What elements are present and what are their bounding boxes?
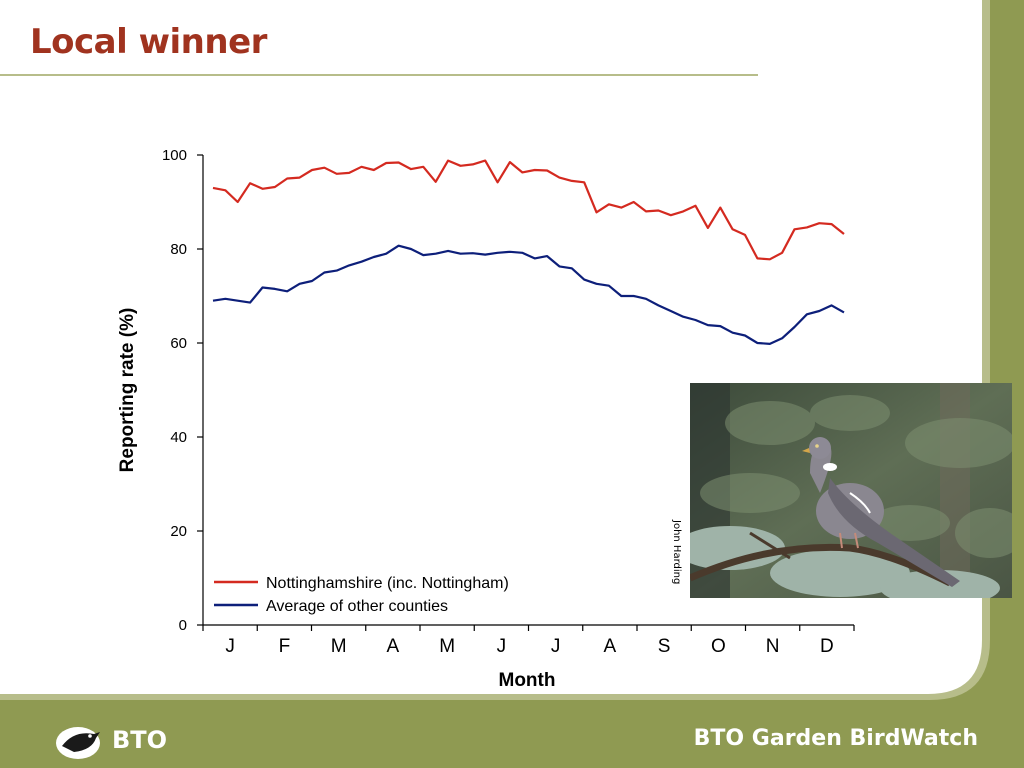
series-line-other-counties bbox=[212, 244, 845, 345]
y-tick-label: 80 bbox=[170, 241, 187, 258]
photo-credit-text: John Harding bbox=[671, 520, 682, 585]
y-tick-label: 0 bbox=[179, 617, 187, 634]
x-tick-label: N bbox=[766, 636, 780, 657]
x-tick-label: S bbox=[658, 636, 671, 657]
y-tick-label: 40 bbox=[170, 429, 187, 446]
x-tick-label: F bbox=[279, 636, 291, 657]
x-axis-title: Month bbox=[499, 670, 556, 691]
x-tick-label: A bbox=[387, 636, 400, 657]
x-tick-label: J bbox=[225, 636, 235, 657]
x-tick-label: O bbox=[711, 636, 726, 657]
y-axis-title: Reporting rate (%) bbox=[117, 308, 138, 473]
chart-series bbox=[212, 159, 845, 345]
wood-pigeon-photo bbox=[690, 383, 1012, 598]
slide-title: Local winner bbox=[30, 22, 267, 62]
x-tick-label: M bbox=[331, 636, 347, 657]
x-tick-label: D bbox=[820, 636, 834, 657]
chart-ticks: 0 20 40 60 80 100 J F M A M J J A S O N D bbox=[162, 147, 855, 657]
chart-legend: Nottinghamshire (inc. Nottingham) Averag… bbox=[214, 575, 509, 615]
title-divider bbox=[0, 74, 758, 76]
bto-logo-text: BTO bbox=[112, 726, 168, 754]
series-line-nottinghamshire bbox=[212, 159, 845, 261]
footer-brand: BTO Garden BirdWatch bbox=[693, 726, 978, 751]
x-tick-label: J bbox=[551, 636, 561, 657]
photo-credit: John Harding bbox=[668, 520, 682, 600]
legend-label-nottinghamshire: Nottinghamshire (inc. Nottingham) bbox=[266, 575, 509, 592]
x-tick-label: M bbox=[439, 636, 455, 657]
bto-logo bbox=[56, 727, 100, 759]
legend-label-other-counties: Average of other counties bbox=[266, 598, 448, 615]
x-tick-label: J bbox=[497, 636, 507, 657]
y-tick-label: 20 bbox=[170, 523, 187, 540]
y-tick-label: 100 bbox=[162, 147, 187, 164]
x-tick-label: A bbox=[604, 636, 617, 657]
y-tick-label: 60 bbox=[170, 335, 187, 352]
